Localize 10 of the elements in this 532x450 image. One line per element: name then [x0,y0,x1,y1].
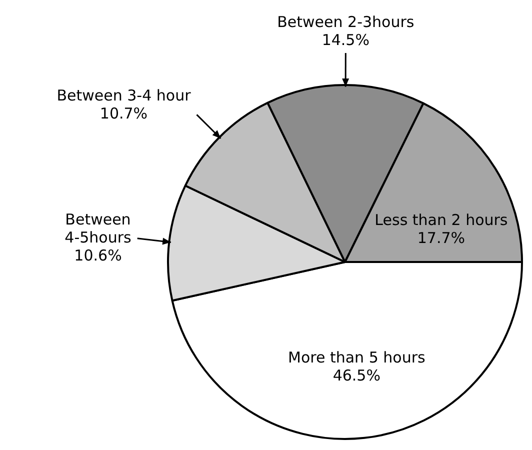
slice-label: Less than 2 hours [374,211,508,230]
data-label: 17.7% [417,229,466,248]
data-label: 14.5% [322,30,370,49]
data-label: 10.7% [100,104,148,123]
data-label: 10.6% [74,246,122,264]
slice-label: Between 3-4 hour [56,86,192,105]
slice-label: Between 2-3hours [277,12,414,31]
slice-label: More than 5 hours [288,348,426,366]
slice-label: Between 4-5hours [64,210,132,246]
data-label: 46.5% [332,366,380,384]
